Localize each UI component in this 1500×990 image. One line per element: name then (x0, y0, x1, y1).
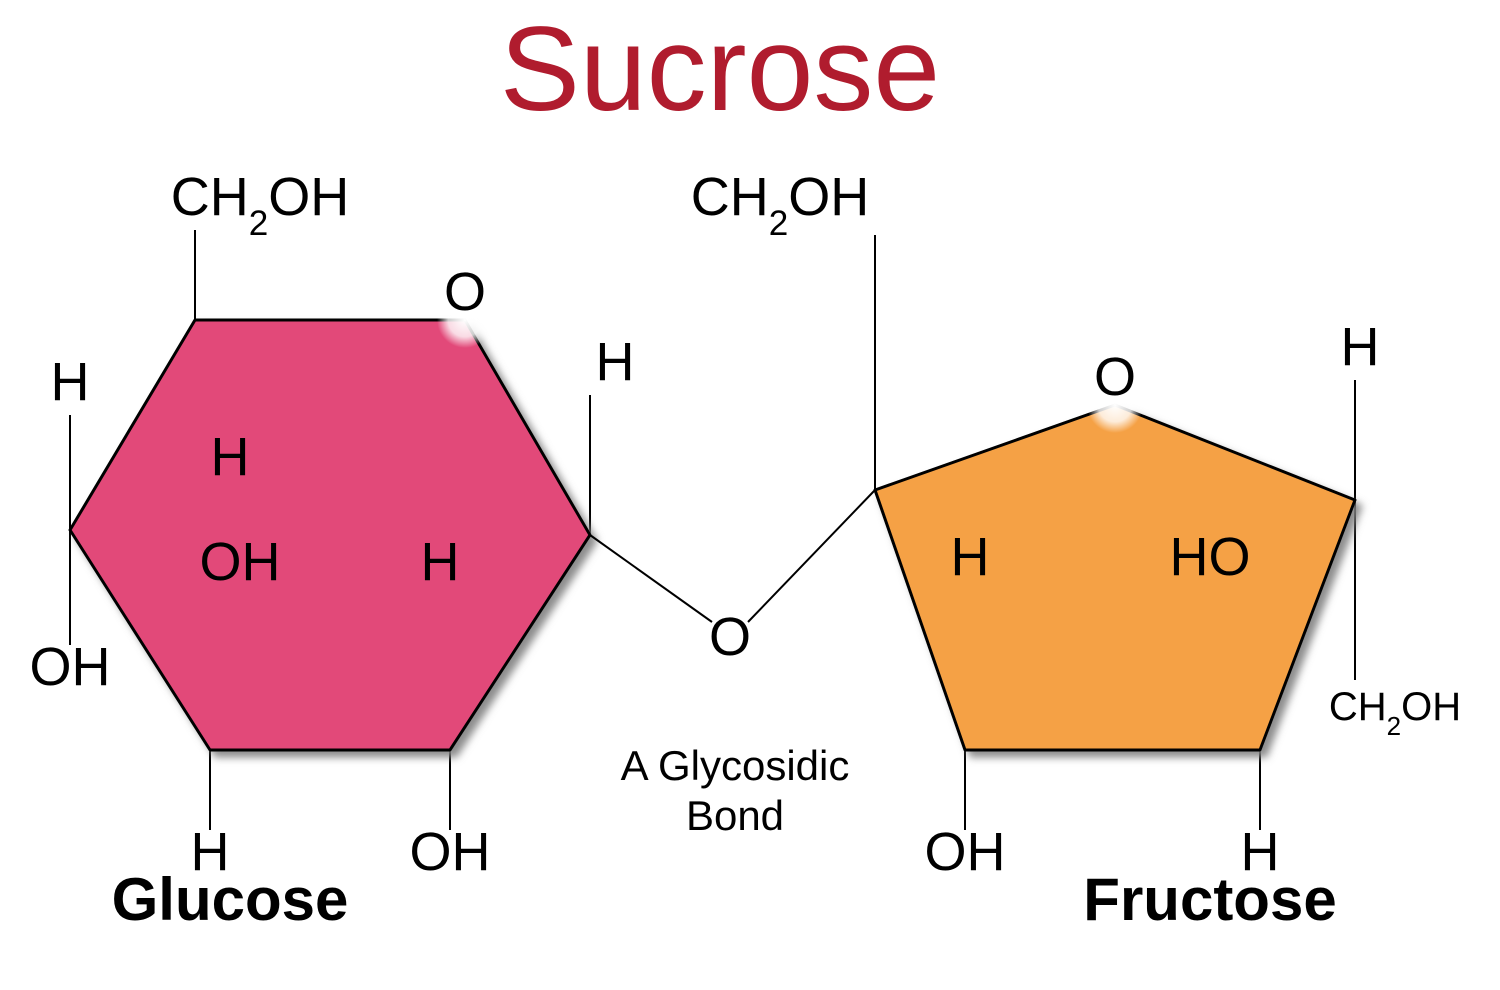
atom-label: OH (30, 637, 111, 697)
glycosidic-bond (590, 490, 875, 622)
atom-label: H (596, 332, 635, 392)
atom-label: H (421, 532, 460, 592)
glycosidic-caption-2: Bond (686, 792, 784, 839)
glucose-label: Glucose (112, 866, 349, 933)
atom-label: H (211, 427, 250, 487)
atom-label: H (1341, 317, 1380, 377)
atom-label: OH (925, 822, 1006, 882)
sucrose-diagram: Sucrose CH2OHHOHHOHHHOHHCH2OHHCH2OHOHHHH… (0, 0, 1500, 990)
atom-label: H (51, 352, 90, 412)
atom-label: H (951, 527, 990, 587)
atom-label: O (709, 607, 751, 667)
atom-label: CH2OH (691, 167, 870, 243)
atom-label: CH2OH (171, 167, 350, 243)
atom-label: HO (1170, 527, 1251, 587)
atom-label: CH2OH (1329, 685, 1461, 741)
main-title: Sucrose (500, 2, 940, 136)
fructose-ring (875, 405, 1355, 750)
glucose-ring (70, 320, 590, 750)
fructose-ring-oxygen: O (1094, 347, 1136, 407)
fructose-label: Fructose (1083, 866, 1336, 933)
glycosidic-caption-1: A Glycosidic (621, 742, 850, 789)
atom-label: OH (200, 532, 281, 592)
atom-label: OH (410, 822, 491, 882)
glucose-ring-oxygen: O (444, 262, 486, 322)
